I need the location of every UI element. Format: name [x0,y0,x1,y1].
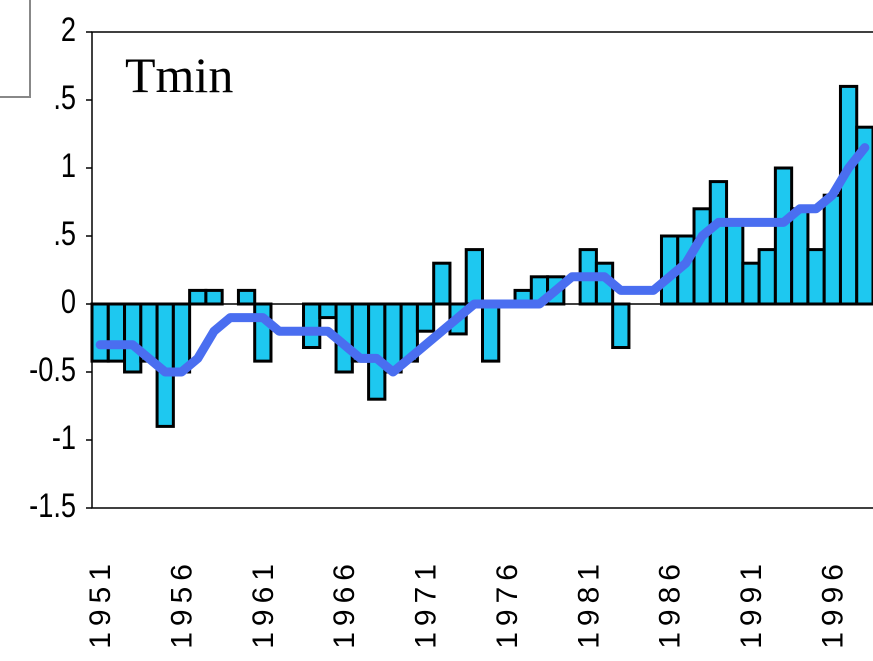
bar [741,261,761,306]
y-tick-label: .5 [53,78,76,117]
bar [692,207,712,306]
x-tick-label: 1951 [84,558,117,649]
bar [253,302,273,363]
x-tick-label: 1956 [165,558,198,649]
bar [415,302,436,333]
bar [708,180,729,306]
bar [725,220,745,306]
bar [773,166,794,306]
y-tick-label: 1 [61,146,76,185]
x-tick-label: 1981 [572,558,605,649]
bar [806,248,826,306]
x-tick-label: 1986 [654,558,687,649]
bar [123,302,143,374]
chart-title: Tmin [125,47,233,103]
bar [204,288,224,306]
y-tick-label: -1 [52,418,76,457]
bar [822,193,842,306]
y-tick-label: -1.5 [29,486,76,525]
y-tick-label: -0.5 [29,350,76,389]
bar [432,261,452,306]
y-tick-label: 0 [61,282,76,321]
bar [757,248,777,306]
bar [318,302,338,320]
bar [611,302,631,350]
y-tick-label: .5 [53,214,76,253]
bar [481,302,501,363]
bar [367,302,387,401]
bar [855,125,873,306]
legend-box [0,0,31,98]
trend-line [95,143,870,377]
bar [106,302,127,363]
bar [188,288,208,306]
bar [464,248,484,306]
x-tick-label: 1991 [735,558,768,649]
bar [236,288,257,306]
x-tick-label: 1966 [328,558,361,649]
x-tick-label: 1976 [491,558,524,649]
bar [90,302,110,363]
x-tick-label: 1971 [410,558,443,649]
bar [838,84,859,306]
bar [790,207,810,306]
x-tick-label: 1961 [247,558,280,649]
y-tick-label: 2 [61,10,76,49]
x-tick-label: 1996 [816,558,849,649]
bar [302,302,322,350]
